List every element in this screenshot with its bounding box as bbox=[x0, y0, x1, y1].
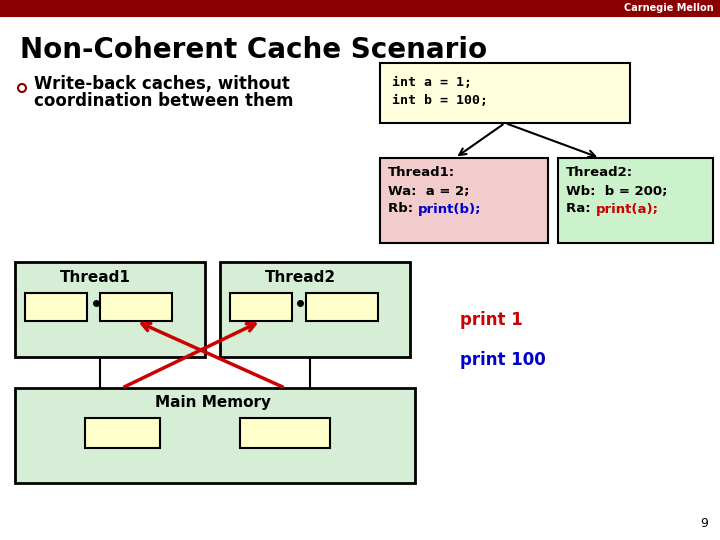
Text: Wa:  a = 2;: Wa: a = 2; bbox=[388, 185, 469, 198]
Text: Wb:  b = 200;: Wb: b = 200; bbox=[566, 185, 667, 198]
Text: int b = 100;: int b = 100; bbox=[392, 93, 488, 106]
Text: Ra:: Ra: bbox=[566, 202, 605, 215]
Text: b:100: b:100 bbox=[264, 427, 306, 440]
Bar bbox=[15, 388, 415, 483]
Bar bbox=[100, 293, 172, 321]
Bar bbox=[25, 293, 87, 321]
Text: a:1: a:1 bbox=[110, 427, 134, 440]
Circle shape bbox=[18, 84, 26, 92]
Text: a: 2: a: 2 bbox=[42, 300, 70, 314]
Text: coordination between them: coordination between them bbox=[34, 92, 294, 110]
Text: Thread1:: Thread1: bbox=[388, 166, 455, 179]
Text: a:1: a:1 bbox=[249, 300, 273, 314]
Text: int a = 1;: int a = 1; bbox=[392, 76, 472, 89]
Bar bbox=[0, 0, 720, 16]
Bar bbox=[230, 293, 292, 321]
Text: 9: 9 bbox=[700, 517, 708, 530]
Bar bbox=[85, 418, 160, 448]
Text: Main Memory: Main Memory bbox=[155, 395, 271, 410]
Text: b:100: b:100 bbox=[114, 300, 157, 314]
Text: Rb:: Rb: bbox=[388, 202, 427, 215]
Text: Thread2: Thread2 bbox=[265, 269, 336, 285]
Bar bbox=[558, 158, 713, 243]
Bar bbox=[15, 262, 205, 357]
Text: print 100: print 100 bbox=[460, 351, 546, 369]
Bar bbox=[306, 293, 378, 321]
Text: print(b);: print(b); bbox=[418, 202, 482, 215]
Bar bbox=[240, 418, 330, 448]
Text: print(a);: print(a); bbox=[596, 202, 659, 215]
Text: print 1: print 1 bbox=[460, 311, 523, 329]
Text: Thread2:: Thread2: bbox=[566, 166, 633, 179]
Text: b:200: b:200 bbox=[320, 300, 364, 314]
Text: Thread1: Thread1 bbox=[60, 269, 131, 285]
Text: Write-back caches, without: Write-back caches, without bbox=[34, 75, 290, 93]
Bar bbox=[380, 63, 630, 123]
Bar bbox=[220, 262, 410, 357]
Text: Non-Coherent Cache Scenario: Non-Coherent Cache Scenario bbox=[20, 36, 487, 64]
Bar bbox=[380, 158, 548, 243]
Text: Carnegie Mellon: Carnegie Mellon bbox=[624, 3, 714, 13]
